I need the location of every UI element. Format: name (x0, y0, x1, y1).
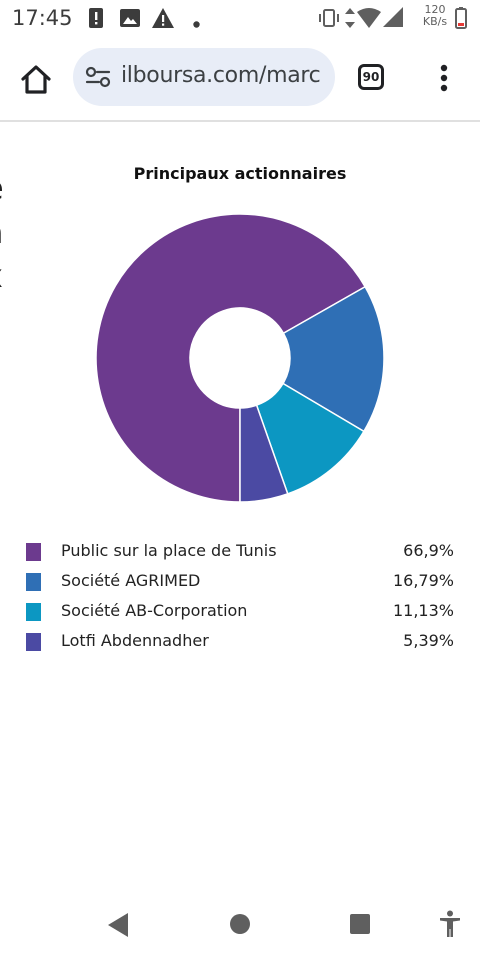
chart-legend: Public sur la place de Tunis 66,9% Socié… (26, 538, 456, 658)
site-settings-icon[interactable] (85, 66, 111, 93)
address-bar[interactable]: ilboursa.com/marc (73, 48, 335, 106)
tab-switcher-button[interactable]: 90 (358, 64, 384, 90)
donut-slice-2[interactable] (281, 285, 385, 433)
url-text[interactable]: ilboursa.com/marc (121, 63, 321, 88)
accessibility-icon (440, 910, 460, 937)
legend-item[interactable]: Société AGRIMED 16,79% (26, 568, 456, 598)
speed-unit: KB/s (422, 15, 448, 28)
back-triangle-icon (108, 913, 128, 937)
legend-label: Lotfi Abdennadher (61, 631, 209, 650)
status-time: 17:45 (12, 6, 73, 30)
alert-notification-icon (88, 8, 104, 33)
legend-swatch (26, 603, 41, 621)
accessibility-button[interactable] (439, 910, 461, 943)
vibrate-icon (318, 9, 340, 32)
chart-title: Principaux actionnaires (133, 164, 347, 183)
side-text-line: e (0, 166, 4, 210)
recents-square-icon (350, 914, 370, 934)
speed-value: 120 (424, 3, 446, 16)
side-text-line: a (0, 210, 4, 254)
donut-slice-3[interactable] (255, 382, 365, 495)
back-button[interactable] (106, 912, 130, 943)
legend-label: Société AB-Corporation (61, 601, 248, 620)
legend-item[interactable]: Public sur la place de Tunis 66,9% (26, 538, 456, 568)
wifi-icon (357, 8, 381, 33)
legend-label: Public sur la place de Tunis (61, 541, 277, 560)
data-arrows-icon (344, 8, 356, 33)
clipped-side-text: e a x (0, 166, 4, 298)
legend-item[interactable]: Lotfi Abdennadher 5,39% (26, 628, 456, 658)
legend-swatch (26, 543, 41, 561)
image-notification-icon (120, 8, 140, 33)
legend-value: 16,79% (392, 571, 454, 590)
more-vert-icon (440, 64, 448, 92)
network-speed: 120 KB/s (419, 4, 451, 28)
browser-toolbar: ilboursa.com/marc 90 (0, 38, 480, 120)
signal-icon (383, 7, 403, 32)
warning-icon (152, 8, 174, 33)
legend-swatch (26, 573, 41, 591)
tab-count: 90 (362, 70, 380, 84)
side-text-line: x (0, 254, 4, 298)
recents-button[interactable] (349, 913, 371, 940)
status-bar: 17:45 120 KB/s (0, 0, 480, 38)
system-nav-bar (0, 892, 480, 960)
toolbar-divider (0, 120, 480, 122)
battery-low-icon (455, 7, 467, 34)
home-button[interactable] (16, 60, 56, 100)
legend-item[interactable]: Société AB-Corporation 11,13% (26, 598, 456, 628)
legend-swatch (26, 633, 41, 651)
home-circle-icon (230, 914, 250, 934)
dot-icon (193, 15, 200, 33)
donut-chart[interactable] (90, 208, 390, 508)
overflow-menu-button[interactable] (432, 62, 456, 94)
home-nav-button[interactable] (229, 913, 251, 940)
donut-slice-1[interactable] (95, 213, 367, 503)
legend-value: 11,13% (392, 601, 454, 620)
legend-value: 66,9% (403, 541, 454, 560)
donut-slice-4[interactable] (239, 404, 289, 503)
legend-label: Société AGRIMED (61, 571, 201, 590)
legend-value: 5,39% (403, 631, 454, 650)
home-icon (21, 65, 51, 94)
